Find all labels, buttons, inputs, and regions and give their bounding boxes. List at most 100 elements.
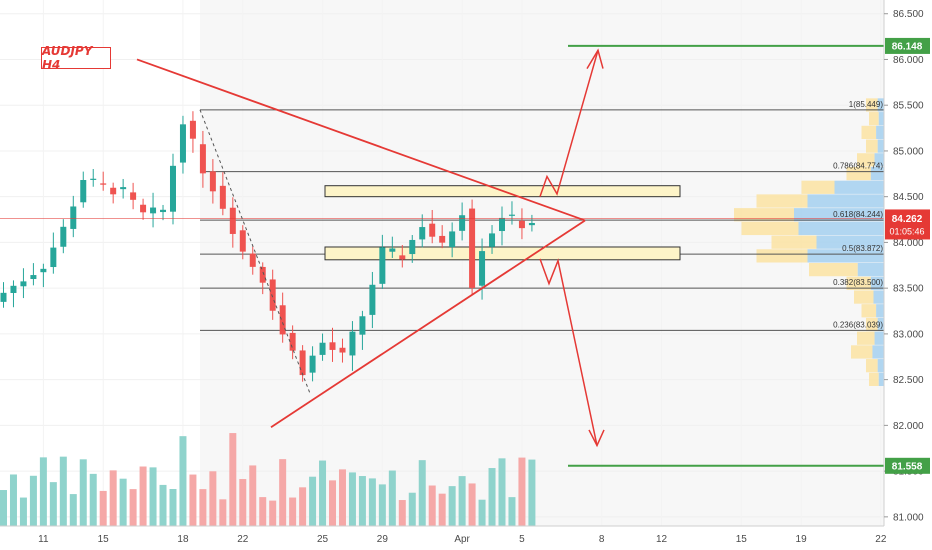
candle-body <box>169 165 176 212</box>
volume-profile-bar <box>866 359 878 373</box>
time-tick-label: 18 <box>177 534 189 545</box>
volume-bar <box>69 494 77 526</box>
volume-profile-bar <box>807 249 884 263</box>
volume-bar <box>468 483 476 526</box>
volume-profile-bar <box>877 98 884 112</box>
volume-bar <box>259 497 267 526</box>
candle-body <box>140 204 147 213</box>
volume-profile-bar <box>809 263 858 277</box>
candle-body <box>309 355 316 373</box>
volume-profile-bar <box>846 166 871 181</box>
candle-body <box>359 316 366 335</box>
fib-level-label: 0.618(84.244) <box>833 210 883 219</box>
volume-profile-bar <box>771 235 817 249</box>
candle-body <box>499 217 505 232</box>
candle-body <box>319 342 326 355</box>
time-axis[interactable]: 11 15 18 22 25 29 Apr 5 8 12 15 19 22 <box>38 534 887 545</box>
volume-bar <box>0 490 7 526</box>
volume-bar <box>99 490 107 526</box>
price-axis[interactable]: 81.00081.50082.00082.50083.00083.50084.0… <box>884 9 924 523</box>
candle-body <box>110 187 117 195</box>
volume-bar <box>428 485 436 526</box>
bar-countdown: 01:05:46 <box>889 226 924 236</box>
volume-bar <box>348 472 356 526</box>
candle-body <box>528 222 535 226</box>
candle-body <box>0 292 7 302</box>
volume-profile-bar <box>807 194 884 208</box>
price-tick-label: 83.000 <box>893 329 924 340</box>
volume-bar <box>139 466 147 526</box>
candle-body <box>130 192 137 200</box>
candle-body <box>259 266 266 283</box>
volume-bar <box>448 486 456 526</box>
volume-bar <box>508 497 516 526</box>
volume-bar <box>119 478 127 526</box>
target-label-box <box>885 37 930 54</box>
volume-profile-bar <box>816 235 884 249</box>
candle-body <box>349 331 356 356</box>
price-tick-label: 82.000 <box>893 421 924 432</box>
price-zone <box>324 246 681 261</box>
volume-bar <box>189 474 197 526</box>
candle-body <box>479 251 486 286</box>
volume-profile-bar <box>876 304 884 318</box>
price-tick-label: 86.000 <box>893 55 924 66</box>
volume-bar <box>159 484 167 526</box>
volume-profile-bar <box>873 290 884 304</box>
time-tick-label: 8 <box>599 534 605 545</box>
candle-body <box>90 178 97 180</box>
lower-trendline <box>270 219 586 428</box>
candle-body <box>70 206 77 229</box>
volume-bar <box>89 473 97 526</box>
volume-profile-bar <box>878 372 884 386</box>
time-tick-label: 15 <box>736 534 748 545</box>
candle-body <box>339 347 346 353</box>
volume-bar <box>219 499 227 526</box>
volume-bar <box>269 500 277 526</box>
price-tick-label: 86.500 <box>893 9 924 20</box>
volume-profile-bar <box>854 290 874 304</box>
volume-profile-bar <box>756 249 808 263</box>
volume-profile-bar <box>798 221 884 236</box>
volume-bar <box>378 484 386 526</box>
time-tick-label: 5 <box>519 534 525 545</box>
volume-profile-bar <box>869 112 879 126</box>
fib-level-label: 0.5(83.872) <box>842 244 883 253</box>
fib-level-label: 0.236(83.039) <box>833 320 883 329</box>
volume-profile-bar <box>756 194 808 208</box>
volume-bar <box>149 467 157 526</box>
volume-profile-bar <box>877 317 884 332</box>
target-label-box <box>885 457 930 474</box>
candle-body <box>150 207 157 214</box>
candle-body <box>179 124 186 163</box>
volume-bar <box>388 470 396 526</box>
volume-bar <box>229 433 237 526</box>
candle-body <box>189 120 196 139</box>
volume-profile-bar <box>741 221 799 236</box>
candle-body <box>249 253 256 267</box>
volume-profile-bar <box>851 345 873 359</box>
candle-body <box>289 332 296 351</box>
candle-body <box>100 183 107 185</box>
volume-bar <box>338 469 346 526</box>
price-tick-label: 82.500 <box>893 375 924 386</box>
bullish-arrow-head <box>586 48 604 69</box>
volume-bar <box>249 465 257 526</box>
candle-body <box>399 255 406 260</box>
volume-profile-bar <box>846 276 871 290</box>
target-lines <box>568 44 884 467</box>
volume-bar <box>299 487 307 526</box>
volume-profile-bar <box>861 304 877 318</box>
volume-bar <box>59 456 67 526</box>
candle-body <box>10 285 17 293</box>
volume-bar <box>289 497 297 526</box>
trend-drawings <box>0 48 884 448</box>
candle-body <box>329 342 336 350</box>
volume-profile <box>734 98 884 386</box>
current-price-box <box>885 209 930 240</box>
volume-bar <box>49 482 57 526</box>
volume-profile-bar <box>734 208 794 222</box>
candle-body <box>449 231 456 248</box>
volume-bar <box>438 493 446 526</box>
volume-bar <box>478 499 486 526</box>
